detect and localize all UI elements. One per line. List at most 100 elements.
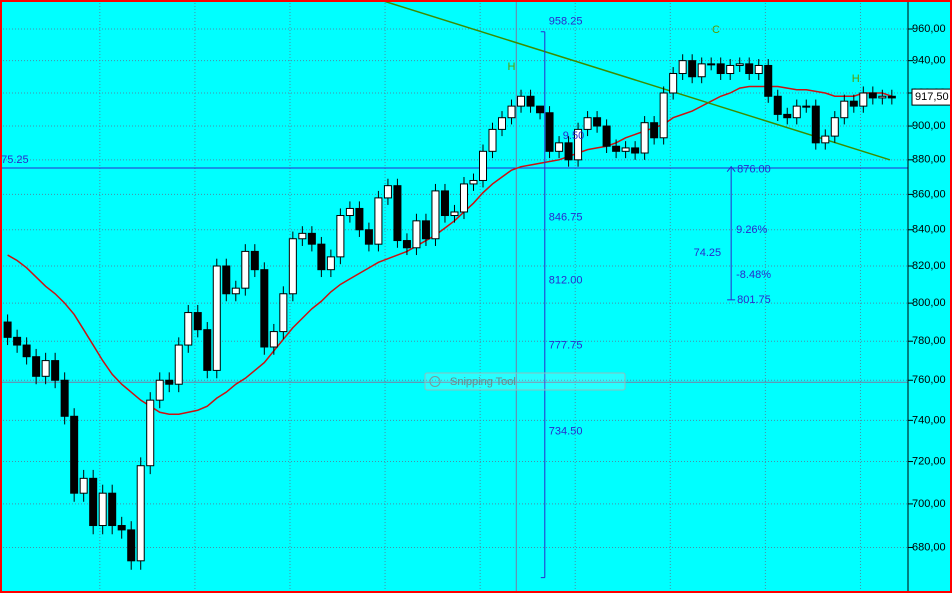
candle-body bbox=[868, 92, 877, 99]
fib-level-label: 777.75 bbox=[549, 339, 583, 351]
candle-body bbox=[517, 95, 526, 107]
candle-body bbox=[412, 220, 421, 249]
grid bbox=[0, 0, 908, 593]
candle-body bbox=[498, 117, 507, 130]
y-tick-label: 700,00 bbox=[912, 498, 946, 510]
measure-from-label: 876.00 bbox=[737, 164, 771, 176]
candle-body bbox=[136, 465, 145, 562]
fib-level-label: 958.25 bbox=[549, 16, 583, 28]
candle-body bbox=[393, 185, 402, 242]
candle-body bbox=[41, 360, 50, 377]
y-tick-label: 880,00 bbox=[912, 154, 946, 166]
candle-body bbox=[32, 356, 41, 377]
y-tick-label: 740,00 bbox=[912, 414, 946, 426]
candle-body bbox=[345, 207, 354, 217]
candle-body bbox=[165, 379, 174, 385]
y-axis: 960,00940,00920,00900,00880,00860,00840,… bbox=[907, 0, 952, 593]
candle-body bbox=[193, 312, 202, 331]
candle-body bbox=[89, 477, 98, 527]
candle-body bbox=[70, 415, 79, 494]
y-tick-label: 960,00 bbox=[912, 23, 946, 35]
candle-body bbox=[859, 92, 868, 107]
candle-body bbox=[231, 287, 240, 295]
candle-body bbox=[707, 63, 716, 66]
measure-down-pct: -8.48% bbox=[736, 269, 771, 281]
candle-body bbox=[383, 185, 392, 199]
candle-body bbox=[802, 105, 811, 108]
candle-body bbox=[574, 128, 583, 161]
candle-body bbox=[326, 256, 335, 271]
y-tick-label: 760,00 bbox=[912, 374, 946, 386]
candle-body bbox=[203, 329, 212, 371]
overlay-label: Snipping Tool bbox=[450, 376, 516, 388]
candle-body bbox=[174, 344, 183, 385]
candle-body bbox=[355, 207, 364, 231]
candle-body bbox=[602, 125, 611, 147]
annotation: H bbox=[852, 73, 860, 85]
measure-up-pct: 9.26% bbox=[736, 224, 767, 236]
candle-body bbox=[288, 238, 297, 295]
candle-body bbox=[792, 105, 801, 119]
horizontal-line-label: 875.25 bbox=[0, 154, 29, 166]
measure-arrow bbox=[726, 165, 736, 172]
overlay-box bbox=[424, 372, 626, 391]
candle-body bbox=[650, 122, 659, 139]
candle-body bbox=[621, 147, 630, 152]
y-tick-label: 840,00 bbox=[912, 224, 946, 236]
candle-body bbox=[364, 229, 373, 245]
moving-average bbox=[7, 85, 893, 416]
y-tick-label: 820,00 bbox=[912, 260, 946, 272]
last-price-box bbox=[911, 88, 952, 106]
candle-body bbox=[51, 360, 60, 381]
y-tick-label: 800,00 bbox=[912, 297, 946, 309]
candle-body bbox=[241, 250, 250, 289]
candle-body bbox=[488, 128, 497, 152]
candle-body bbox=[545, 112, 554, 152]
candle-body bbox=[374, 197, 383, 245]
candle-body bbox=[450, 211, 459, 217]
candle-body bbox=[269, 331, 278, 348]
candle-body bbox=[840, 100, 849, 119]
candle-body bbox=[773, 95, 782, 115]
candle-body bbox=[155, 379, 164, 401]
candle-body bbox=[184, 312, 193, 346]
candle-body bbox=[402, 240, 411, 249]
y-tick-label: 940,00 bbox=[912, 55, 946, 67]
candle-body bbox=[440, 190, 449, 217]
candle-body bbox=[13, 336, 22, 346]
candle-body bbox=[22, 344, 31, 358]
candle-body bbox=[659, 92, 668, 139]
y-tick-label: 720,00 bbox=[912, 455, 946, 467]
candle-body bbox=[849, 100, 858, 107]
candle-body bbox=[878, 95, 887, 99]
candle-body bbox=[764, 64, 773, 97]
candle-body bbox=[726, 64, 735, 75]
candle-body bbox=[108, 492, 117, 527]
candle-body bbox=[507, 105, 516, 119]
candle-body bbox=[307, 232, 316, 245]
snipping-overlay: Snipping Tool bbox=[424, 372, 626, 391]
candle-body bbox=[754, 64, 763, 75]
candle-body bbox=[678, 60, 687, 75]
y-tick-label: 780,00 bbox=[912, 335, 946, 347]
candle-body bbox=[459, 183, 468, 213]
candle-body bbox=[3, 321, 12, 338]
candle-body bbox=[612, 145, 621, 152]
candle-body bbox=[631, 147, 640, 154]
candle-body bbox=[279, 293, 288, 333]
candle-body bbox=[564, 142, 573, 161]
candle-body bbox=[127, 529, 136, 562]
fib-level-label: 734.50 bbox=[549, 425, 583, 437]
candle-body bbox=[146, 399, 155, 467]
candle-body bbox=[887, 95, 896, 99]
candle-body bbox=[669, 73, 678, 94]
candle-body bbox=[469, 179, 478, 185]
fib-note: 9.50 bbox=[563, 130, 584, 142]
candle-body bbox=[640, 122, 649, 154]
candle-body bbox=[536, 105, 545, 114]
candle-body bbox=[478, 150, 487, 181]
candle-body bbox=[821, 135, 830, 144]
candle-body bbox=[783, 113, 792, 119]
candle-body bbox=[431, 190, 440, 240]
